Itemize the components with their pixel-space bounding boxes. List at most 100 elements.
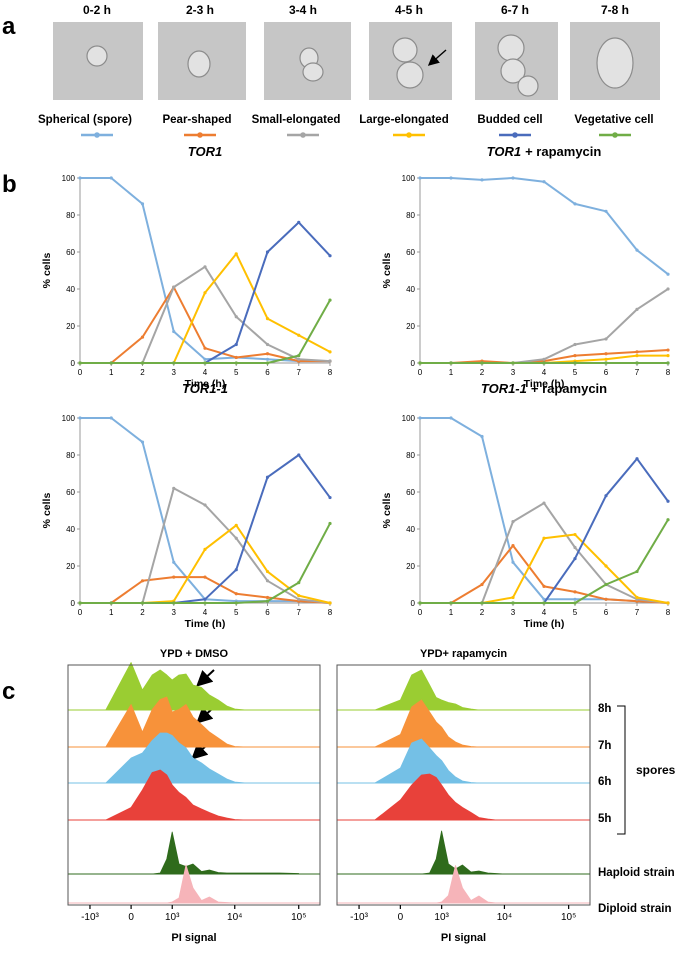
legend-swatch-dot xyxy=(94,132,100,138)
y-tick-label: 60 xyxy=(406,248,415,257)
title-treatment: + rapamycin xyxy=(525,144,601,159)
y-tick-label: 0 xyxy=(411,599,416,608)
histogram xyxy=(89,864,300,904)
data-point xyxy=(542,501,546,505)
data-point xyxy=(172,285,176,289)
x-tick-label: 10³ xyxy=(165,912,180,923)
histogram xyxy=(89,831,300,875)
data-point xyxy=(542,180,546,184)
panel-label: b xyxy=(2,171,17,198)
series-line xyxy=(80,177,330,363)
data-point xyxy=(172,486,176,490)
x-tick-label: 0 xyxy=(128,912,134,923)
legend-swatch-dot xyxy=(612,132,618,138)
data-point xyxy=(573,361,577,365)
data-point xyxy=(635,361,639,365)
x-tick-label: 6 xyxy=(265,368,270,377)
data-point xyxy=(234,536,238,540)
histogram xyxy=(358,830,569,875)
line-chart: TOR1 0 20 40 60 80 100 0 1 2 3 4 5 6 7 8 Time (h) % cells xyxy=(41,144,333,390)
data-point xyxy=(265,361,270,365)
legend-label: Large-elongated xyxy=(359,114,448,126)
x-tick-label: -10³ xyxy=(81,912,99,923)
data-point xyxy=(480,601,484,605)
data-point xyxy=(328,350,332,354)
bracket-label: spores xyxy=(636,763,676,777)
data-point xyxy=(511,176,515,180)
data-point xyxy=(297,333,301,337)
x-tick-label: 10⁴ xyxy=(497,912,512,923)
data-point xyxy=(542,597,546,601)
data-point xyxy=(234,342,238,347)
line-chart: TOR1 + rapamycin 0 20 40 60 80 100 0 1 2 3 4 5 6 7 8 Time… xyxy=(381,144,671,390)
line-chart: TOR1-1 0 20 40 60 80 100 0 1 2 3 4 5 6 7 8 Time (h) % cel… xyxy=(41,381,333,630)
data-point xyxy=(666,499,670,503)
y-tick-label: 80 xyxy=(66,211,75,220)
stage-time: 6-7 h xyxy=(501,3,529,17)
series-line xyxy=(420,502,669,604)
data-point xyxy=(666,287,670,291)
x-tick-label: 7 xyxy=(635,368,640,377)
row-label: 7h xyxy=(598,740,611,752)
data-point xyxy=(140,335,145,339)
y-axis-label: % cells xyxy=(381,253,393,289)
row-label: 5h xyxy=(598,813,611,825)
x-tick-label: 8 xyxy=(328,368,333,377)
chart-title: TOR1-1 xyxy=(182,381,228,396)
data-point xyxy=(666,361,670,365)
data-point xyxy=(573,557,577,561)
data-point xyxy=(635,354,639,358)
data-point xyxy=(203,346,207,350)
data-point xyxy=(297,357,301,361)
x-tick-label: 8 xyxy=(666,608,671,617)
histogram xyxy=(89,732,300,784)
row-label: 8h xyxy=(598,703,611,715)
panel-label: a xyxy=(2,13,16,40)
cell xyxy=(500,58,526,84)
data-point xyxy=(234,568,238,572)
data-point xyxy=(635,569,639,574)
histogram xyxy=(89,696,300,748)
data-point xyxy=(666,518,670,522)
flow-panel: YPD+ rapamycin -10³ 0 10³ 10⁴ 10⁵ PI signal xyxy=(336,648,591,944)
data-point xyxy=(418,176,422,180)
x-axis-label: Time (h) xyxy=(524,618,565,630)
x-tick-label: 3 xyxy=(511,368,516,377)
data-point xyxy=(203,575,207,579)
x-tick-label: 0 xyxy=(418,608,423,617)
x-tick-label: 1 xyxy=(449,608,454,617)
bracket xyxy=(617,705,626,835)
data-point xyxy=(666,601,670,605)
y-tick-label: 60 xyxy=(66,488,75,497)
x-tick-label: 4 xyxy=(203,368,208,377)
x-tick-label: 0 xyxy=(78,368,83,377)
histogram xyxy=(358,738,569,784)
cell xyxy=(396,61,424,89)
cell xyxy=(302,62,324,82)
data-point xyxy=(328,359,332,363)
data-point xyxy=(511,361,515,365)
x-tick-label: 4 xyxy=(203,608,208,617)
data-point xyxy=(449,601,453,605)
row-label: 6h xyxy=(598,776,611,788)
micrographs xyxy=(53,22,660,100)
y-tick-label: 100 xyxy=(62,414,76,423)
histogram xyxy=(358,699,569,748)
y-axis-label: % cells xyxy=(41,493,53,529)
data-point xyxy=(666,348,670,352)
y-tick-label: 20 xyxy=(406,322,415,331)
cell xyxy=(86,45,108,67)
x-tick-label: 6 xyxy=(604,608,609,617)
data-point xyxy=(542,361,546,365)
data-point xyxy=(172,361,176,365)
y-tick-label: 40 xyxy=(406,525,415,534)
data-point xyxy=(265,250,270,254)
y-tick-label: 60 xyxy=(66,248,75,257)
data-point xyxy=(604,361,608,365)
data-point xyxy=(109,176,113,180)
panel-frame xyxy=(336,664,591,906)
y-tick-label: 0 xyxy=(71,599,76,608)
data-point xyxy=(234,361,238,365)
y-tick-label: 100 xyxy=(62,174,76,183)
y-tick-label: 100 xyxy=(402,174,416,183)
